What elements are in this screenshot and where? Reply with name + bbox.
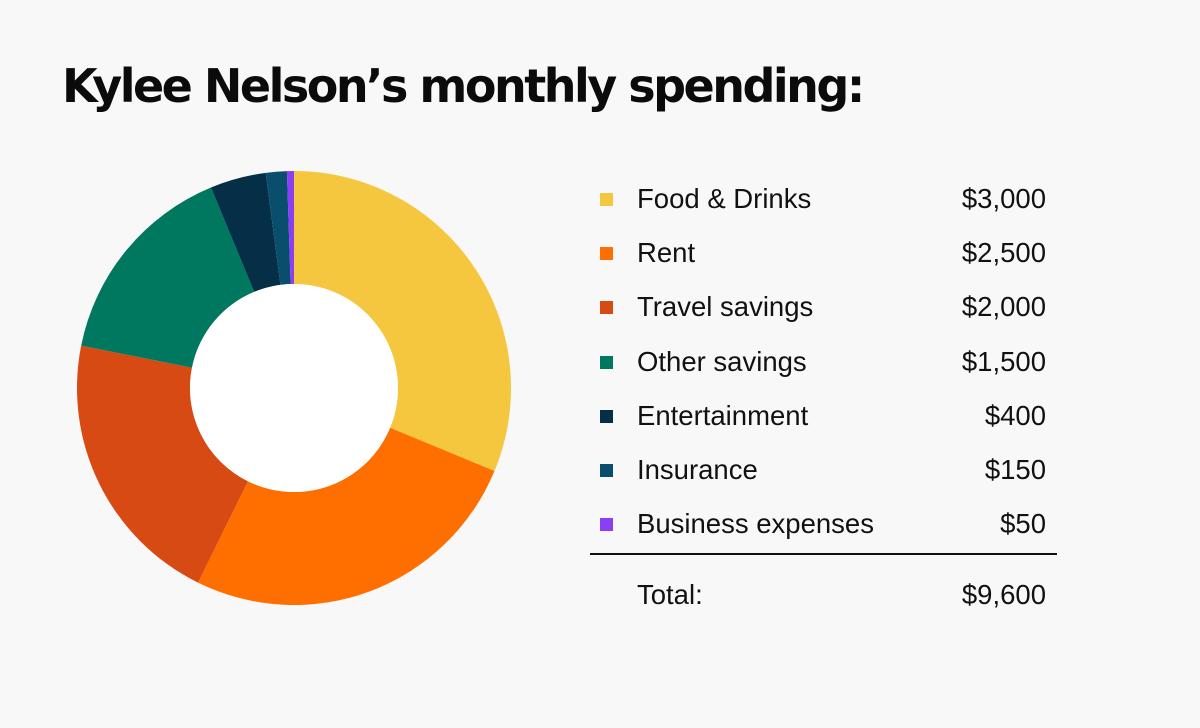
chart-title: Kylee Nelson’s monthly spending: bbox=[62, 59, 865, 113]
legend-item-entertainment: Entertainment $400 bbox=[600, 389, 1046, 443]
legend-item-business-expenses: Business expenses $50 bbox=[600, 497, 1046, 551]
legend-label: Rent bbox=[637, 237, 696, 269]
slice-other-savings bbox=[81, 187, 255, 368]
legend-value: $2,000 bbox=[961, 291, 1046, 323]
legend-value: $50 bbox=[1000, 508, 1046, 540]
legend-swatch bbox=[600, 193, 613, 206]
legend-swatch bbox=[600, 247, 613, 261]
legend-value: $2,500 bbox=[961, 237, 1046, 269]
donut-hole bbox=[190, 284, 398, 492]
legend-swatch bbox=[600, 463, 613, 477]
slice-business-expenses bbox=[286, 171, 294, 285]
legend-value: $400 bbox=[984, 399, 1046, 431]
legend-label: Entertainment bbox=[637, 399, 809, 431]
legend-swatch bbox=[600, 355, 613, 369]
legend-value: $150 bbox=[984, 453, 1046, 485]
slice-entertainment bbox=[210, 172, 281, 292]
legend-item-food-drinks: Food & Drinks $3,000 bbox=[600, 172, 1046, 226]
legend-swatch bbox=[600, 409, 613, 423]
legend: Food & Drinks $3,000 Rent $2,500 Travel … bbox=[600, 172, 1046, 551]
legend-label: Business expenses bbox=[637, 508, 874, 540]
legend-value: $3,000 bbox=[961, 183, 1046, 214]
slice-rent bbox=[198, 427, 495, 605]
total-value: $9,600 bbox=[961, 579, 1046, 610]
total-row: Total: $9,600 bbox=[600, 568, 1046, 622]
total-divider bbox=[590, 553, 1057, 555]
legend-item-other-savings: Other savings $1,500 bbox=[600, 335, 1046, 389]
legend-swatch bbox=[600, 301, 613, 315]
legend-swatch bbox=[600, 518, 613, 532]
legend-label: Travel savings bbox=[637, 291, 814, 323]
legend-value: $1,500 bbox=[961, 345, 1046, 377]
slice-food-and-drinks bbox=[294, 171, 511, 472]
slice-insurance bbox=[265, 171, 291, 285]
legend-label: Insurance bbox=[637, 453, 758, 485]
legend-label: Other savings bbox=[637, 345, 807, 377]
total-label: Total: bbox=[637, 579, 703, 610]
legend-item-rent: Rent $2,500 bbox=[600, 226, 1046, 280]
legend-item-travel-savings: Travel savings $2,000 bbox=[600, 280, 1046, 334]
legend-item-insurance: Insurance $150 bbox=[600, 443, 1046, 497]
slice-travel-savings bbox=[77, 345, 248, 583]
legend-label: Food & Drinks bbox=[637, 183, 812, 214]
